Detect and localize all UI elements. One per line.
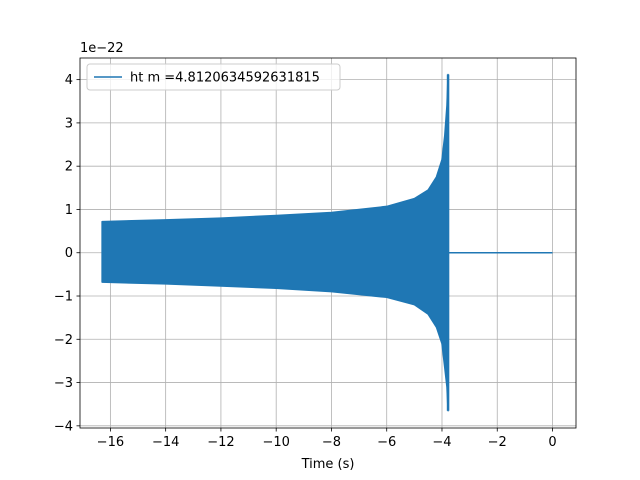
y-tick-label: −1 bbox=[54, 290, 73, 305]
axes-frame bbox=[79, 57, 577, 429]
x-axis-ticks: −16 −14 −12 −10 −8 −6 −4 −2 0 bbox=[97, 428, 557, 450]
y-axis-offset-text: 1e−22 bbox=[80, 41, 124, 56]
x-tick-label: −8 bbox=[322, 435, 341, 450]
x-tick-label: −6 bbox=[377, 435, 396, 450]
series-layer bbox=[101, 73, 553, 412]
x-axis-label: Time (s) bbox=[301, 457, 355, 472]
y-tick-label: 2 bbox=[65, 160, 73, 175]
legend-label: ht m =4.8120634592631815 bbox=[130, 71, 320, 86]
y-tick-label: −2 bbox=[54, 333, 73, 348]
y-tick-label: −4 bbox=[54, 419, 73, 434]
y-axis-ticks: −4 −3 −2 −1 0 1 2 3 4 bbox=[54, 73, 80, 434]
x-tick-label: −14 bbox=[152, 435, 179, 450]
x-tick-label: −10 bbox=[262, 435, 289, 450]
x-tick-label: −16 bbox=[97, 435, 124, 450]
legend-box bbox=[86, 63, 341, 91]
y-tick-label: 0 bbox=[65, 246, 73, 261]
x-tick-label: −2 bbox=[488, 435, 507, 450]
y-tick-label: 4 bbox=[65, 73, 73, 88]
y-tick-label: −3 bbox=[54, 376, 73, 391]
y-tick-label: 1 bbox=[65, 203, 73, 218]
y-tick-label: 3 bbox=[65, 116, 73, 131]
x-tick-label: 0 bbox=[548, 435, 556, 450]
x-tick-label: −12 bbox=[207, 435, 234, 450]
x-tick-label: −4 bbox=[432, 435, 451, 450]
legend: ht m =4.8120634592631815 bbox=[86, 63, 341, 91]
